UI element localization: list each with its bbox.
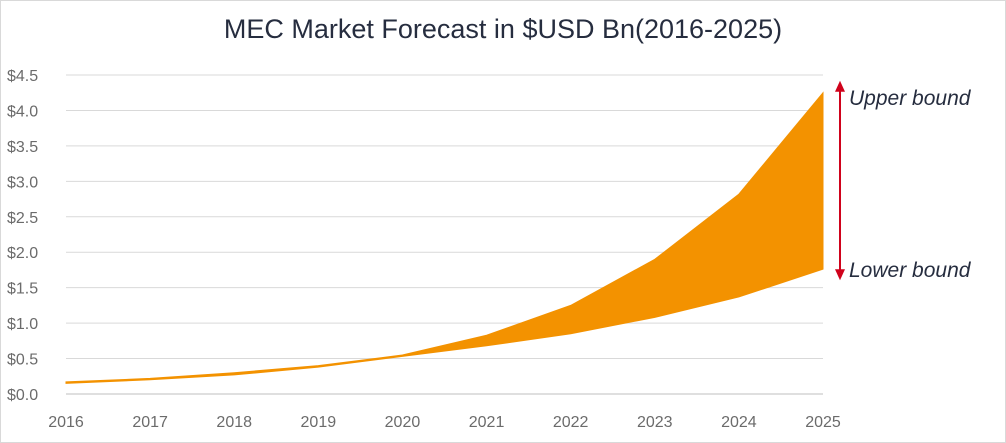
y-tick-label: $1.5 <box>7 281 38 298</box>
arrow-head-down <box>835 269 845 281</box>
x-tick-label: 2023 <box>637 414 673 431</box>
y-tick-labels: $0.0 $0.5 $1.0 $1.5 $2.0 $2.5 $3.0 $3.5 $4.0 $4.5 <box>7 68 38 404</box>
y-tick-label: $2.0 <box>7 245 38 262</box>
x-tick-label: 2021 <box>469 414 505 431</box>
x-tick-label: 2016 <box>48 414 84 431</box>
arrow-head-up <box>835 80 845 92</box>
x-tick-label: 2017 <box>132 414 168 431</box>
y-tick-label: $1.0 <box>7 316 38 333</box>
x-tick-label: 2018 <box>216 414 252 431</box>
y-tick-label: $4.5 <box>7 68 38 85</box>
x-tick-label: 2025 <box>805 414 841 431</box>
chart-title: MEC Market Forecast in $USD Bn(2016-2025… <box>223 14 783 44</box>
y-tick-label: $3.0 <box>7 174 38 191</box>
forecast-area <box>65 91 824 384</box>
y-tick-label: $3.5 <box>7 139 38 156</box>
lower-bound-label: Lower bound <box>849 259 972 282</box>
range-arrow <box>835 80 845 281</box>
x-tick-labels: 2016 2017 2018 2019 2020 2021 2022 2023 2024 2025 <box>48 414 841 431</box>
forecast-band <box>65 91 824 384</box>
x-tick-label: 2022 <box>553 414 589 431</box>
y-tick-label: $4.0 <box>7 103 38 120</box>
y-tick-label: $0.5 <box>7 352 38 369</box>
upper-bound-label: Upper bound <box>849 87 972 110</box>
x-tick-label: 2020 <box>385 414 421 431</box>
x-tick-label: 2024 <box>721 414 757 431</box>
y-tick-label: $0.0 <box>7 387 38 404</box>
x-tick-label: 2019 <box>301 414 337 431</box>
y-tick-label: $2.5 <box>7 210 38 227</box>
